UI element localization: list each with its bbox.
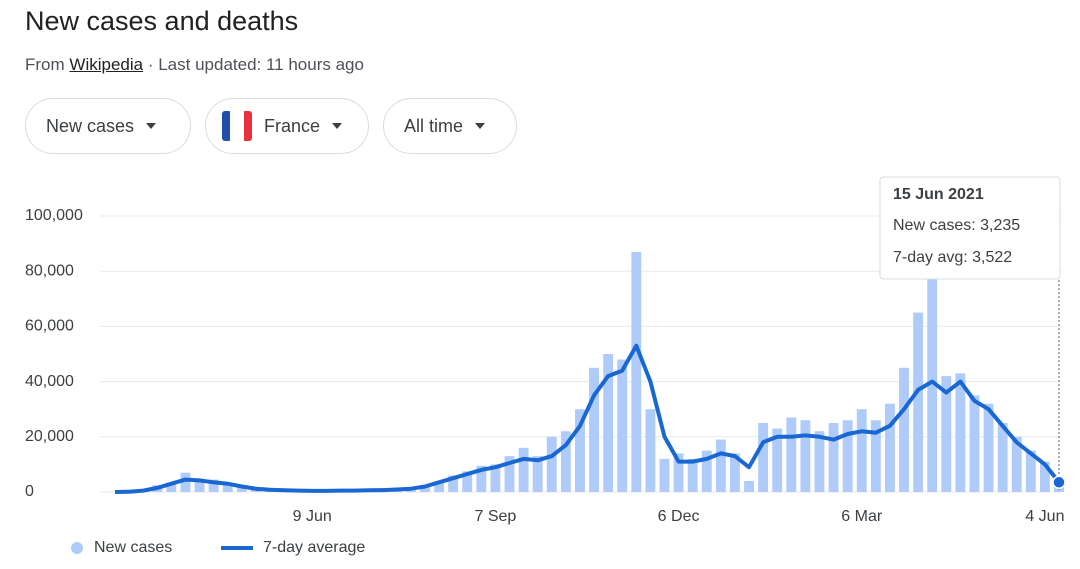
bar xyxy=(560,431,571,492)
bar xyxy=(1025,450,1036,492)
bar xyxy=(490,464,501,492)
tooltip-date: 15 Jun 2021 xyxy=(893,186,984,203)
bar xyxy=(166,482,177,492)
bar xyxy=(448,475,459,492)
y-tick-label: 40,000 xyxy=(25,373,74,390)
tooltip-box xyxy=(879,176,1061,280)
bar xyxy=(603,354,614,492)
x-tick-label: 4 Jun xyxy=(1025,508,1064,525)
bar xyxy=(1039,461,1050,492)
flag xyxy=(222,111,252,141)
bar xyxy=(997,423,1008,492)
metric-dropdown[interactable]: New cases xyxy=(25,98,191,154)
source: From Wikipedia · Last updated: 11 hours … xyxy=(25,55,364,75)
bar xyxy=(504,456,515,492)
country-dropdown[interactable]: France xyxy=(205,98,369,154)
y-tick-label: 0 xyxy=(25,483,34,500)
title: New cases and deaths xyxy=(25,6,299,36)
dropdown-label: New cases xyxy=(46,115,135,136)
legend-marker xyxy=(71,542,83,554)
bar xyxy=(800,420,811,492)
y-tick-label: 80,000 xyxy=(25,262,74,279)
bar xyxy=(645,409,656,492)
legend-label: New cases xyxy=(94,539,172,556)
bar xyxy=(222,483,233,492)
chart: 0 20,000 40,000 60,000 80,000 100,000 9 Jun 7 S… xyxy=(25,176,1066,556)
bar xyxy=(659,458,670,492)
dropdown-label: France xyxy=(264,115,321,136)
bar xyxy=(701,450,712,492)
bar xyxy=(434,480,444,492)
bar xyxy=(786,417,797,492)
bar xyxy=(730,453,740,492)
source-prefix: From xyxy=(25,55,65,74)
bar xyxy=(927,276,938,492)
bar xyxy=(870,420,881,492)
x-tick-label: 6 Mar xyxy=(841,508,883,525)
bar xyxy=(208,479,219,492)
x-tick-label: 9 Jun xyxy=(293,508,332,525)
tooltip: 15 Jun 2021 New cases: 3,235 7-day avg: 3,… xyxy=(879,176,1061,280)
bar xyxy=(476,465,487,492)
bar xyxy=(983,403,994,492)
bar xyxy=(236,486,247,492)
hover-dot xyxy=(1052,475,1066,490)
updated: · Last updated: 11 hours ago xyxy=(147,55,364,74)
bar xyxy=(673,453,684,492)
bar xyxy=(617,359,628,492)
x-tick-label: 7 Sep xyxy=(475,508,517,525)
y-tick-label: 20,000 xyxy=(25,428,74,445)
dropdown-arrow xyxy=(332,123,343,129)
bar xyxy=(856,409,867,492)
bar xyxy=(913,312,924,492)
bar xyxy=(814,431,825,492)
bar xyxy=(687,458,698,492)
range-dropdown[interactable]: All time xyxy=(383,98,517,154)
bar xyxy=(589,367,599,492)
dropdown-label: All time xyxy=(404,115,464,136)
bar xyxy=(899,367,909,492)
bar xyxy=(532,456,543,492)
legend-label: 7-day average xyxy=(263,539,365,556)
bar xyxy=(715,439,726,492)
bar xyxy=(828,423,839,492)
bar xyxy=(941,376,952,492)
dropdown-arrow xyxy=(146,123,157,129)
source-link[interactable]: Wikipedia xyxy=(69,55,144,74)
bar xyxy=(969,395,980,492)
bar xyxy=(462,471,473,492)
bar xyxy=(842,420,853,492)
bar xyxy=(575,409,585,492)
bar xyxy=(420,485,430,492)
line xyxy=(114,343,1061,494)
dropdown-arrow xyxy=(475,123,486,129)
bar xyxy=(758,423,769,492)
bar xyxy=(631,251,642,492)
bar xyxy=(180,472,191,492)
bar xyxy=(546,436,557,492)
bar xyxy=(744,480,754,492)
y-tick-label: 60,000 xyxy=(25,318,74,335)
x-tick-label: 6 Dec xyxy=(658,508,700,525)
tooltip-line: New cases: 3,235 xyxy=(893,217,1020,234)
bar xyxy=(955,373,966,492)
bar xyxy=(194,479,205,492)
y-tick-label: 100,000 xyxy=(25,207,83,224)
bar xyxy=(518,447,529,492)
tooltip-line: 7-day avg: 3,522 xyxy=(893,249,1012,266)
bar xyxy=(884,403,895,492)
bar xyxy=(1011,436,1022,492)
bar xyxy=(772,428,783,492)
